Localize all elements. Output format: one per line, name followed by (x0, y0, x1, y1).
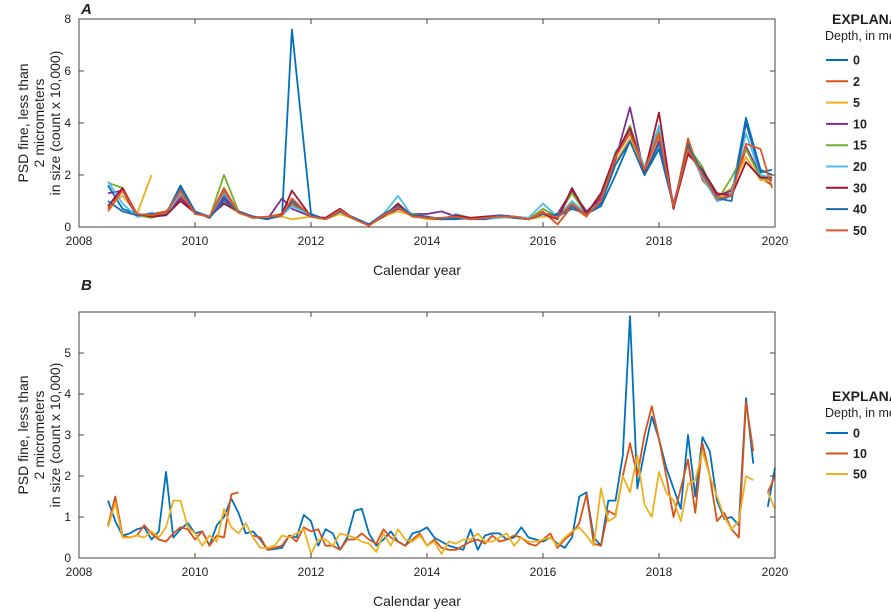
x-tick-label: 2014 (414, 565, 441, 579)
plot-frame (78, 311, 776, 559)
x-tick-label: 2016 (530, 234, 557, 248)
legend-label-depth-15: 15 (853, 139, 867, 153)
legend-label-depth-20: 20 (853, 160, 867, 174)
series-line-depth-0 (107, 315, 776, 551)
y-tick-label: 2 (64, 168, 71, 182)
series-line-depth-0 (107, 28, 773, 226)
x-tick-label: 2020 (762, 565, 789, 579)
x-tick-label: 2008 (66, 234, 93, 248)
legend-title: EXPLANATION (832, 11, 891, 27)
y-axis-label-line: in size (count x 10,000) (47, 51, 63, 196)
y-axis-label-line: PSD fine, less than (15, 375, 31, 494)
y-axis-label-line: PSD fine, less than (15, 63, 31, 182)
y-tick-label: 1 (64, 510, 71, 524)
panel-label: B (81, 277, 92, 294)
x-axis-label: Calendar year (373, 262, 461, 278)
series-line-depth-15 (107, 124, 773, 226)
x-tick-label: 2018 (646, 234, 673, 248)
y-tick-label: 0 (64, 220, 71, 234)
series-line-depth-10 (107, 401, 776, 551)
y-axis-label-line: 2 micrometers (31, 391, 47, 480)
y-axis-label: PSD fine, less than2 micrometersin size … (15, 363, 63, 508)
x-tick-label: 2018 (646, 565, 673, 579)
series-line-depth-30 (107, 111, 773, 226)
panel-label: A (80, 1, 92, 18)
y-axis-label-line: 2 micrometers (31, 79, 47, 168)
legend-label-depth-10: 10 (853, 447, 867, 461)
legend-label-depth-50: 50 (853, 224, 867, 238)
x-tick-label: 2012 (298, 234, 325, 248)
legend: EXPLANATION Depth, in meters 0 2 5 10 15 20 30 40… (825, 11, 891, 238)
legend-label-depth-0: 0 (853, 427, 860, 441)
legend-label-depth-2: 2 (853, 75, 860, 89)
legend-title: EXPLANATION (832, 388, 891, 404)
x-tick-label: 2010 (182, 565, 209, 579)
panel-a: 2008 2010 2012 2014 2016 2018 202002468ACalend… (15, 1, 891, 278)
y-tick-label: 4 (64, 116, 71, 130)
y-axis-label: PSD fine, less than2 micrometersin size … (15, 51, 63, 196)
legend-label-depth-30: 30 (853, 181, 867, 195)
y-tick-label: 0 (64, 551, 71, 565)
x-tick-label: 2010 (182, 234, 209, 248)
x-tick-label: 2014 (414, 234, 441, 248)
y-axis-label-line: in size (count x 10,000) (47, 363, 63, 508)
x-tick-label: 2020 (762, 234, 789, 248)
legend-label-depth-50: 50 (853, 468, 867, 482)
legend-subtitle: Depth, in meters (825, 406, 891, 420)
legend-label-depth-40: 40 (853, 203, 867, 217)
x-tick-label: 2012 (298, 565, 325, 579)
x-tick-label: 2016 (530, 565, 557, 579)
y-tick-label: 8 (64, 12, 71, 26)
y-tick-label: 5 (64, 346, 71, 360)
y-tick-label: 3 (64, 428, 71, 442)
series-line-depth-50 (107, 450, 776, 555)
legend-label-depth-5: 5 (853, 96, 860, 110)
y-tick-label: 4 (64, 387, 71, 401)
series-line-depth-40 (107, 122, 773, 226)
series-line-depth-50 (107, 132, 773, 227)
x-tick-label: 2008 (66, 565, 93, 579)
legend-label-depth-10: 10 (853, 117, 867, 131)
x-axis-label: Calendar year (373, 593, 461, 609)
y-tick-label: 2 (64, 469, 71, 483)
panel-b: 2008 2010 2012 2014 2016 2018 2020 0 1 2 3 4 5 B Calen… (15, 277, 891, 609)
legend-label-depth-0: 0 (853, 54, 860, 68)
y-tick-label: 6 (64, 64, 71, 78)
legend-subtitle: Depth, in meters (825, 29, 891, 43)
series-line-depth-20 (107, 124, 773, 226)
legend: EXPLANATION Depth, in meters 0 10 50 (825, 388, 891, 482)
